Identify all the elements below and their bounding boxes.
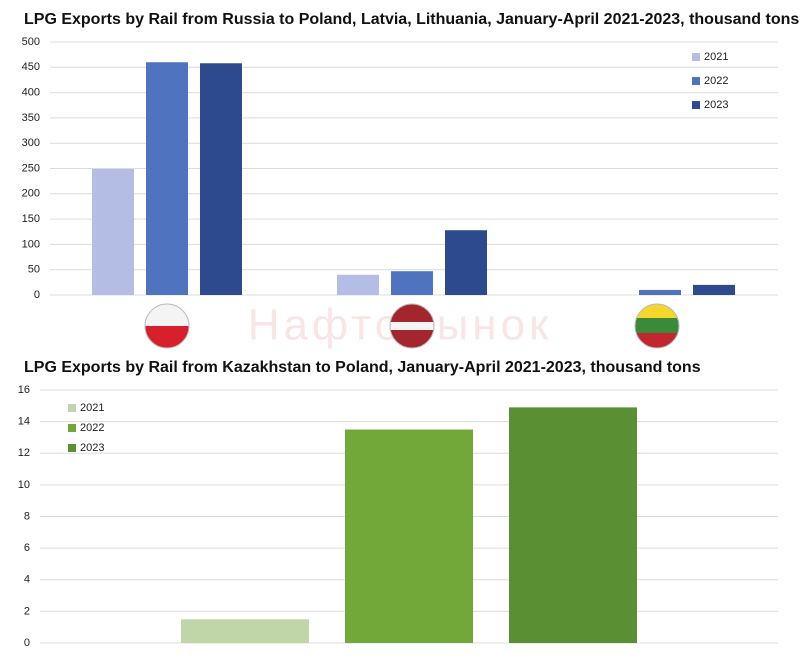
y-tick-label: 8 — [24, 510, 30, 522]
bar — [337, 274, 379, 295]
y-tick-label: 2 — [24, 605, 30, 617]
y-tick-label: 16 — [18, 384, 30, 396]
legend-label: 2022 — [80, 422, 104, 434]
y-tick-label: 6 — [24, 542, 30, 554]
y-tick-label: 12 — [18, 447, 30, 459]
legend-label: 2022 — [704, 75, 728, 87]
y-tick-label: 400 — [22, 87, 40, 99]
legend-swatch — [68, 444, 76, 452]
y-tick-label: 100 — [22, 238, 40, 250]
legend-swatch — [68, 404, 76, 412]
y-tick-label: 350 — [22, 112, 40, 124]
legend-label: 2023 — [704, 99, 728, 111]
legend-swatch — [68, 424, 76, 432]
bar — [200, 63, 242, 295]
bar — [146, 62, 188, 295]
legend-swatch — [692, 77, 700, 85]
y-tick-label: 300 — [22, 137, 40, 149]
chart-title: LPG Exports by Rail from Russia to Polan… — [24, 11, 799, 28]
bar — [345, 429, 473, 643]
y-tick-label: 50 — [28, 264, 40, 276]
flag-lithuania — [634, 303, 680, 349]
bar — [509, 407, 637, 643]
y-tick-label: 14 — [18, 416, 30, 428]
bar — [639, 289, 681, 295]
legend-label: 2021 — [704, 51, 728, 63]
y-tick-label: 200 — [22, 188, 40, 200]
legend-label: 2021 — [80, 402, 104, 414]
chart-title: LPG Exports by Rail from Kazakhstan to P… — [24, 359, 701, 376]
bar — [391, 271, 433, 295]
legend-label: 2023 — [80, 442, 104, 454]
y-tick-label: 4 — [24, 574, 30, 586]
y-tick-label: 0 — [24, 637, 30, 649]
bar — [181, 619, 309, 643]
bar — [445, 230, 487, 295]
y-tick-label: 500 — [22, 36, 40, 48]
y-tick-label: 0 — [34, 289, 40, 301]
flag-poland — [144, 303, 190, 349]
y-tick-label: 250 — [22, 162, 40, 174]
bar — [92, 169, 134, 295]
flag-latvia — [389, 303, 435, 349]
y-tick-label: 150 — [22, 213, 40, 225]
bar — [693, 284, 735, 295]
legend-swatch — [692, 101, 700, 109]
legend-swatch — [692, 53, 700, 61]
y-tick-label: 10 — [18, 479, 30, 491]
y-tick-label: 450 — [22, 61, 40, 73]
